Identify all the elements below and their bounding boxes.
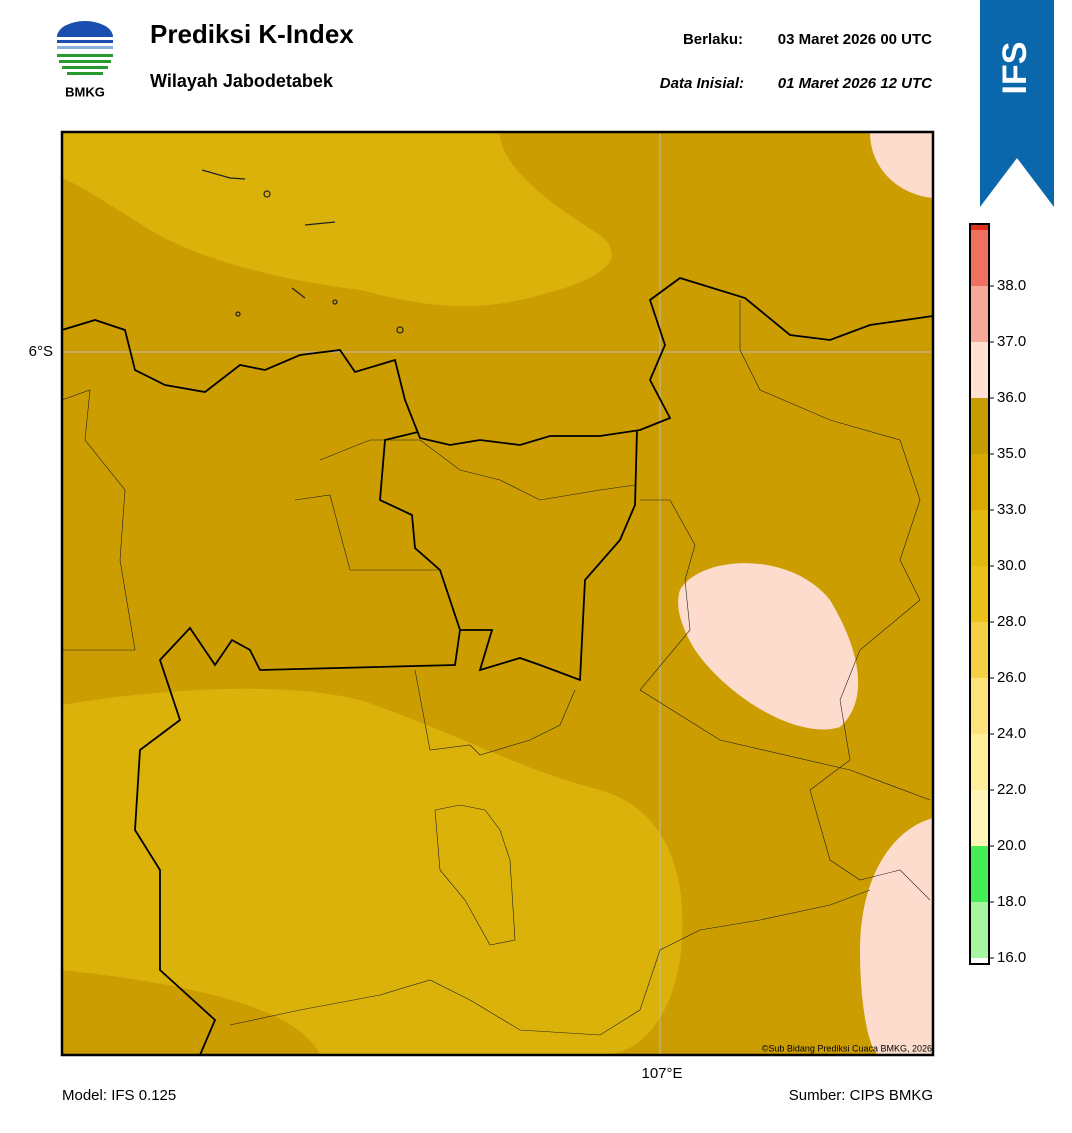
logo-text: BMKG (65, 84, 105, 99)
colorbar-tick-label: 16.0 (997, 949, 1026, 966)
init-time: 01 Maret 2026 12 UTC (778, 75, 933, 92)
colorbar-band (970, 846, 989, 902)
colorbar-tick-label: 20.0 (997, 837, 1026, 854)
colorbar-band (970, 510, 989, 566)
badge (980, 0, 1054, 207)
colorbar-tick-label: 35.0 (997, 445, 1026, 462)
colorbar-frame (969, 223, 990, 965)
colorbar-tick-label: 38.0 (997, 277, 1026, 294)
colorbar-band (970, 958, 989, 964)
colorbar-band (970, 566, 989, 622)
colorbar-tick-label: 18.0 (997, 893, 1026, 910)
valid-time: 03 Maret 2026 00 UTC (778, 31, 932, 48)
colorbar-band (970, 398, 989, 454)
colorbar-band (970, 342, 989, 398)
colorbar-band (970, 230, 989, 286)
colorbar-tick-label: 36.0 (997, 389, 1026, 406)
colorbar-band (970, 286, 989, 342)
colorbar-tick-label: 30.0 (997, 557, 1026, 574)
bmkg-logo: BMKG (57, 21, 113, 99)
colorbar-band (970, 622, 989, 678)
map-frame (60, 130, 935, 1057)
colorbar-tick-label: 22.0 (997, 781, 1026, 798)
credit: ©Sub Bidang Prediksi Cuaca BMKG, 2026 (762, 1043, 932, 1053)
map: ©Sub Bidang Prediksi Cuaca BMKG, 2026 (62, 132, 933, 1055)
model: Model: IFS 0.125 (62, 1087, 176, 1104)
init-label: Data Inisial: (660, 75, 744, 92)
colorbar-band (970, 902, 989, 958)
colorbar-band (970, 734, 989, 790)
source: Sumber: CIPS BMKG (789, 1087, 933, 1104)
colorbar-band (970, 678, 989, 734)
colorbar-tick-label: 37.0 (997, 333, 1026, 350)
badge-text: IFS (996, 42, 1034, 95)
colorbar-tick-label: 33.0 (997, 501, 1026, 518)
valid-label: Berlaku: (683, 31, 743, 48)
colorbar-band (970, 790, 989, 846)
colorbar-tick-label: 28.0 (997, 613, 1026, 630)
colorbar-tick-label: 26.0 (997, 669, 1026, 686)
lon-label: 107°E (641, 1065, 682, 1082)
colorbar-band (970, 454, 989, 510)
title: Prediksi K-Index (150, 19, 354, 49)
colorbar: 16.0 18.0 20.0 22.0 24.0 26.0 28.0 30.0 33.0 35.0… (969, 223, 1026, 966)
colorbar-tick-label: 24.0 (997, 725, 1026, 742)
colorbar-band (970, 224, 989, 230)
subtitle: Wilayah Jabodetabek (150, 71, 334, 91)
lat-label: 6°S (29, 343, 53, 360)
